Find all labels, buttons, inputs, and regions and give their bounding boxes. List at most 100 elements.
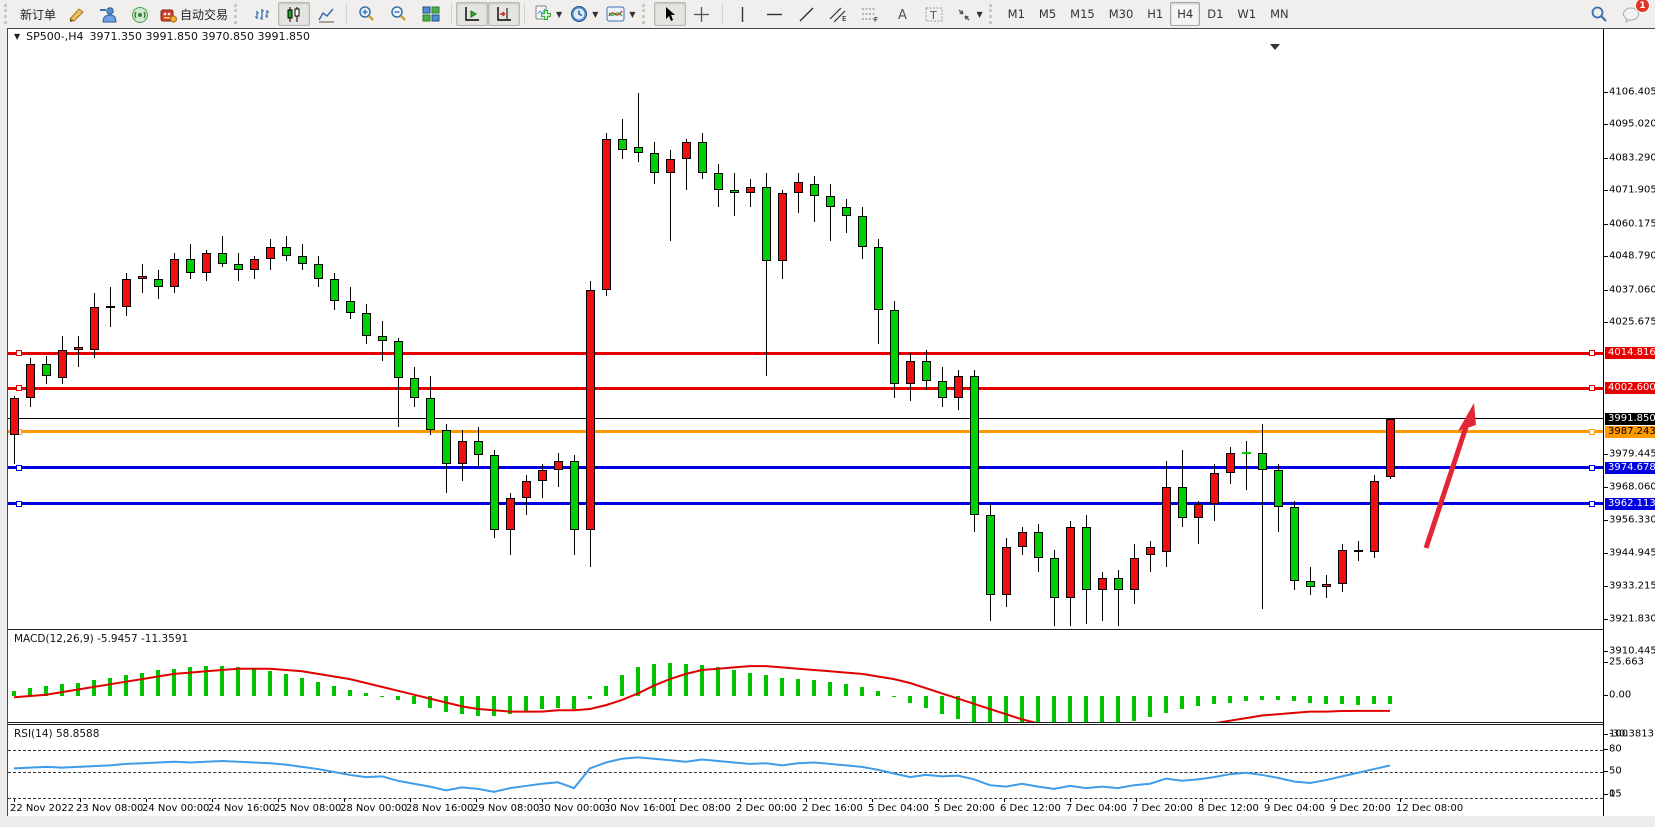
new-order-button[interactable]: 新订单 xyxy=(16,2,60,26)
up-arrow-head xyxy=(1458,403,1476,431)
vertical-line-button[interactable] xyxy=(727,2,759,26)
timeframe-button-m30[interactable]: M30 xyxy=(1108,7,1134,21)
toolbar-grip xyxy=(641,4,652,24)
bull-candle xyxy=(538,469,547,482)
macd-tick xyxy=(1604,695,1608,696)
period-button[interactable]: ▼ xyxy=(566,2,602,26)
template-button[interactable]: ▼ xyxy=(602,2,639,26)
bear-candle xyxy=(874,247,883,310)
price-tick-label: 4071.905 xyxy=(1609,184,1655,196)
chart-title-bar[interactable]: ▼ SP500-,H4 3971.350 3991.850 3970.850 3… xyxy=(8,29,1654,44)
indicators-button[interactable]: ▼ xyxy=(529,2,566,26)
timeframe-button-mn[interactable]: MN xyxy=(1270,7,1289,21)
timeframe-button-m1[interactable]: M1 xyxy=(1007,7,1025,21)
price-tick-label: 3944.945 xyxy=(1609,547,1655,559)
macd-histogram-bar xyxy=(1244,696,1248,702)
time-tick xyxy=(1202,799,1203,802)
time-tick-label: 2 Dec 00:00 xyxy=(736,803,797,814)
timeframe-button-m15[interactable]: M15 xyxy=(1070,7,1095,21)
collapse-triangle-icon[interactable]: ▼ xyxy=(14,32,21,41)
bear-candle xyxy=(186,258,195,273)
zoom-in-icon xyxy=(359,6,374,21)
rsi-line xyxy=(13,756,1391,793)
chart-shift-icon xyxy=(497,6,512,21)
bull-candle xyxy=(1338,549,1347,584)
zoom-in-button[interactable] xyxy=(351,2,383,26)
cursor-button[interactable] xyxy=(653,2,686,26)
arrows-button[interactable]: ▼ xyxy=(951,2,987,26)
macd-histogram-bar xyxy=(924,696,928,708)
price-axis[interactable]: 4106.405 4095.020 4083.290 4071.905 4060.175… xyxy=(1603,29,1655,816)
rsi-pane[interactable]: RSI(14) 58.8588 xyxy=(8,724,1603,800)
macd-histogram-bar xyxy=(1116,696,1120,722)
rsi-label: RSI(14) 58.8588 xyxy=(14,728,100,740)
toolbar-separator xyxy=(346,4,348,24)
timeframe-button-h4[interactable]: H4 xyxy=(1170,2,1201,26)
macd-histogram-bar xyxy=(396,696,400,700)
copy-trading-button[interactable] xyxy=(92,2,124,26)
rsi-scale-label: 50 xyxy=(1609,765,1622,777)
signal-button[interactable] xyxy=(124,2,156,26)
candlestick-chart-button[interactable] xyxy=(278,2,311,26)
cursor-icon xyxy=(665,6,675,21)
price-tick-label: 4060.175 xyxy=(1609,218,1655,230)
rsi-scale-label: 80 xyxy=(1609,743,1622,755)
macd-pane[interactable]: MACD(12,26,9) -5.9457 -11.3591 xyxy=(8,629,1603,723)
tile-windows-button[interactable] xyxy=(415,2,447,26)
crayon-button[interactable] xyxy=(60,2,92,26)
macd-histogram-bar xyxy=(796,679,800,696)
up-arrow-annotation[interactable] xyxy=(1423,420,1471,549)
channel-button[interactable]: E xyxy=(823,2,855,26)
candlestick-plot[interactable] xyxy=(8,44,1603,626)
timeframe-button-d1[interactable]: D1 xyxy=(1207,7,1224,21)
macd-histogram-bar xyxy=(1196,696,1200,707)
trendline-button[interactable] xyxy=(791,2,823,26)
timeframe-button-w1[interactable]: W1 xyxy=(1237,7,1257,21)
text-button[interactable]: A xyxy=(887,2,919,26)
bear-candle xyxy=(714,173,723,191)
autotrading-button[interactable]: 自动交易 xyxy=(156,2,232,26)
search-button[interactable] xyxy=(1583,2,1615,26)
line-chart-button[interactable] xyxy=(310,2,342,26)
macd-histogram-bar xyxy=(332,685,336,696)
price-tick-label: 3979.445 xyxy=(1609,448,1655,460)
bar-chart-button[interactable] xyxy=(246,2,278,26)
autotrading-label: 自动交易 xyxy=(180,7,229,22)
time-tick xyxy=(740,799,741,802)
timeframe-button-m5[interactable]: M5 xyxy=(1038,7,1057,21)
price-level-badge: 3987.243 xyxy=(1605,425,1655,438)
bear-candle xyxy=(730,190,739,193)
bear-candle xyxy=(634,147,643,154)
crayon-icon xyxy=(68,7,84,22)
notifications-button[interactable]: 1 xyxy=(1615,0,1650,26)
chart-shift-button[interactable] xyxy=(488,2,521,26)
time-axis[interactable]: 22 Nov 2022 23 Nov 08:00 24 Nov 00:00 24 No… xyxy=(8,799,1603,816)
price-tick xyxy=(1604,651,1608,652)
time-tick xyxy=(14,799,15,802)
time-tick xyxy=(410,799,411,802)
price-level-badge: 3974.678 xyxy=(1605,461,1655,474)
fibonacci-button[interactable]: F xyxy=(855,2,887,26)
macd-scale-label: 0.00 xyxy=(1609,689,1632,701)
text-label-button[interactable]: T xyxy=(919,2,951,26)
autoscroll-button[interactable] xyxy=(456,2,489,26)
crosshair-button[interactable] xyxy=(686,2,718,26)
time-tick xyxy=(542,799,543,802)
bull-candle xyxy=(682,141,691,159)
price-tick xyxy=(1604,190,1608,192)
notification-count-badge: 1 xyxy=(1635,0,1650,13)
rsi-level-dashed-line xyxy=(8,772,1603,773)
bull-candle xyxy=(74,347,83,350)
macd-histogram-bar xyxy=(684,663,688,696)
bear-candle xyxy=(1034,532,1043,559)
horizontal-level-line xyxy=(8,430,1603,434)
timeframe-button-h1[interactable]: H1 xyxy=(1147,7,1164,21)
candle-wick xyxy=(766,173,767,376)
zoom-out-button[interactable] xyxy=(383,2,415,26)
bull-candle xyxy=(1194,503,1203,519)
macd-histogram-bar xyxy=(220,666,224,696)
macd-histogram-bar xyxy=(1084,696,1088,722)
macd-histogram-bar xyxy=(172,668,176,696)
macd-histogram-bar xyxy=(1004,696,1008,722)
horizontal-line-button[interactable] xyxy=(759,2,791,26)
